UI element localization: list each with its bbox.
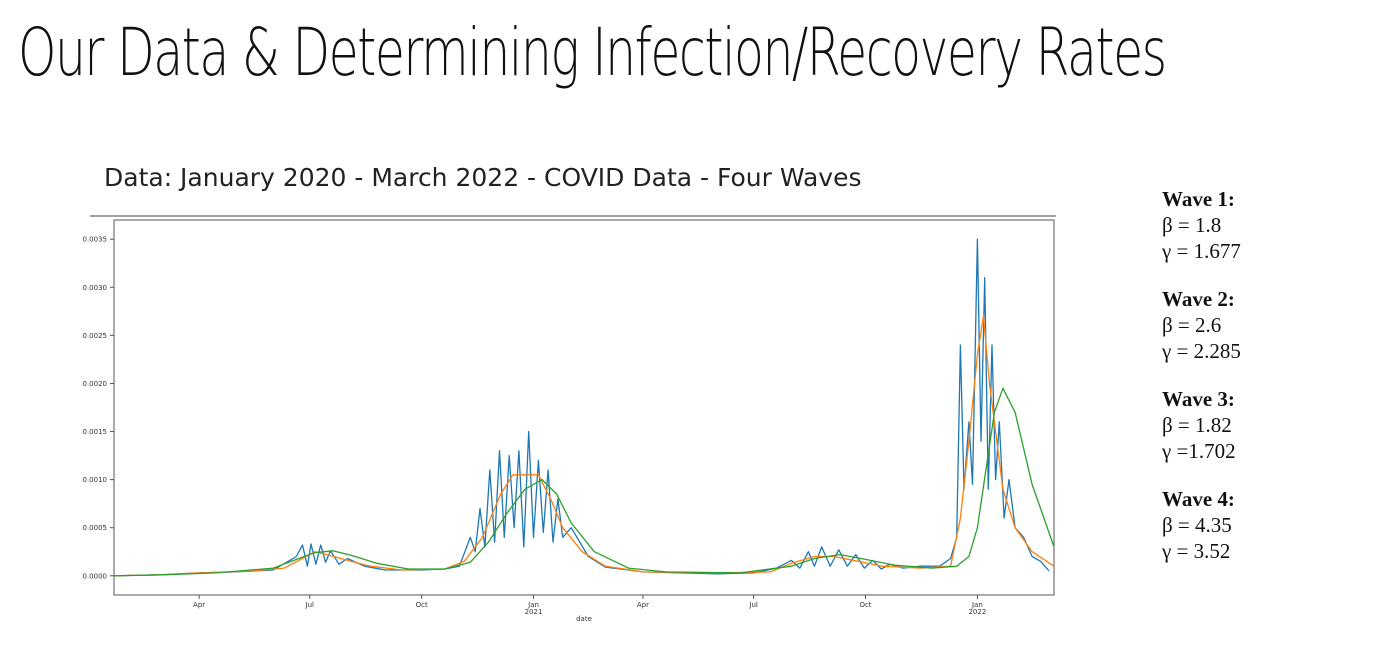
y-tick-label: 0.0010 xyxy=(83,476,108,484)
x-axis-label: date xyxy=(576,615,592,623)
x-tick-label: Oct xyxy=(416,601,428,609)
y-tick-label: 0.0030 xyxy=(83,284,108,292)
wave-3-gamma: γ =1.702 xyxy=(1162,439,1236,463)
series-lines xyxy=(113,238,1055,577)
x-tick-label: Oct xyxy=(859,601,871,609)
y-tick-label: 0.0020 xyxy=(83,380,108,388)
wave-2-label: Wave 2: xyxy=(1162,287,1235,311)
x-tick-label: Jul xyxy=(748,601,758,609)
chart-title: Data: January 2020 - March 2022 - COVID … xyxy=(104,163,862,192)
wave-4-beta: β = 4.35 xyxy=(1162,513,1232,537)
series-line-1 xyxy=(113,238,1050,577)
wave-2-gamma: γ = 2.285 xyxy=(1162,339,1241,363)
wave-2-beta: β = 2.6 xyxy=(1162,313,1222,337)
wave-3-beta: β = 1.82 xyxy=(1162,413,1232,437)
x-tick-label: Jan xyxy=(527,601,539,609)
x-tick-label: Apr xyxy=(193,601,205,609)
x-tick-label: Jan xyxy=(971,601,983,609)
wave-2-params: Wave 2: β = 2.6 γ = 2.285 xyxy=(1162,286,1241,364)
plot-area-frame xyxy=(113,219,1055,596)
wave-1-label: Wave 1: xyxy=(1162,187,1235,211)
line-chart: 0.0000 0.0005 0.0010 0.0015 0.0020 0.0025 0.00… xyxy=(83,215,1056,623)
wave-1-beta: β = 1.8 xyxy=(1162,213,1222,237)
x-tick-year-label: 2021 xyxy=(525,608,543,616)
x-tick-year-label: 2022 xyxy=(968,608,986,616)
wave-1-params: Wave 1: β = 1.8 γ = 1.677 xyxy=(1162,186,1241,264)
x-tick-label: Jul xyxy=(305,601,315,609)
y-tick-label: 0.0015 xyxy=(83,428,108,436)
y-tick-label: 0.0005 xyxy=(83,524,108,532)
y-tick-label: 0.0025 xyxy=(83,332,108,340)
wave-4-label: Wave 4: xyxy=(1162,487,1235,511)
y-tick-label: 0.0035 xyxy=(83,236,108,244)
series-line-3 xyxy=(113,387,1055,577)
wave-3-params: Wave 3: β = 1.82 γ =1.702 xyxy=(1162,386,1241,464)
wave-4-params: Wave 4: β = 4.35 γ = 3.52 xyxy=(1162,486,1241,564)
y-tick-label: 0.0000 xyxy=(83,572,108,580)
wave-1-gamma: γ = 1.677 xyxy=(1162,239,1241,263)
slide-title: Our Data & Determining Infection/Recover… xyxy=(18,14,1167,91)
x-tick-label: Apr xyxy=(637,601,649,609)
parameters-panel: Wave 1: β = 1.8 γ = 1.677 Wave 2: β = 2.… xyxy=(1162,186,1241,586)
wave-3-label: Wave 3: xyxy=(1162,387,1235,411)
wave-4-gamma: γ = 3.52 xyxy=(1162,539,1231,563)
series-line-2 xyxy=(113,315,1055,577)
y-axis: 0.0000 0.0005 0.0010 0.0015 0.0020 0.0025 0.00… xyxy=(83,236,114,580)
